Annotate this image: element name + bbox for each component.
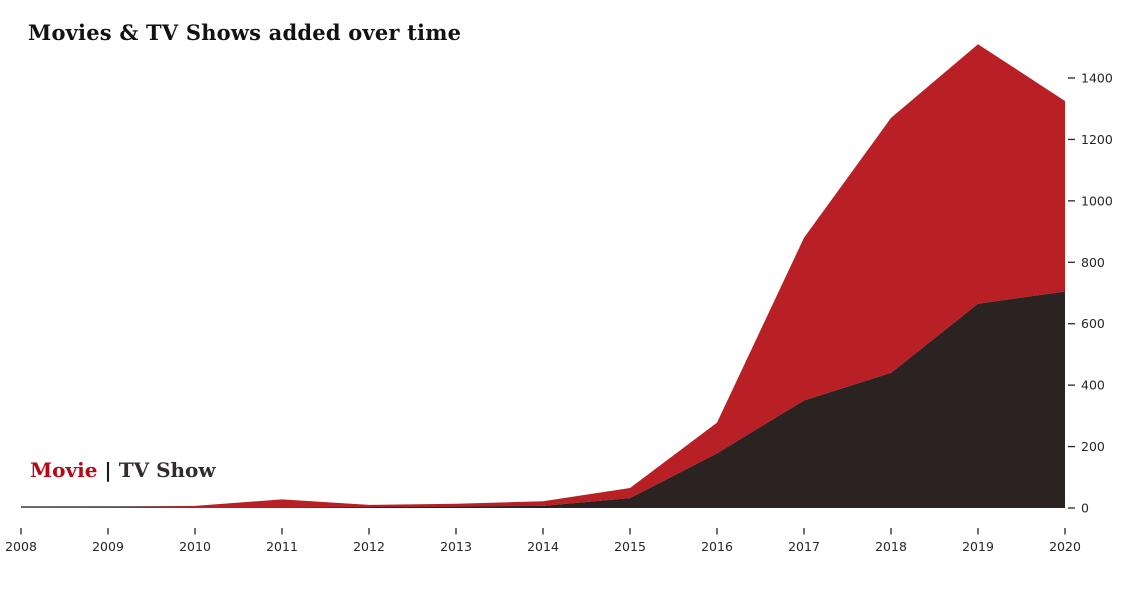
x-tick-label: 2020 xyxy=(1049,539,1081,554)
x-tick-label: 2015 xyxy=(614,539,646,554)
tvshow-area xyxy=(21,291,1065,508)
x-tick-label: 2018 xyxy=(875,539,907,554)
legend-movie-label: Movie xyxy=(30,458,98,482)
x-tick-label: 2013 xyxy=(440,539,472,554)
x-tick-label: 2016 xyxy=(701,539,733,554)
x-tick-label: 2010 xyxy=(179,539,211,554)
movie-area xyxy=(21,44,1065,508)
x-tick-label: 2009 xyxy=(92,539,124,554)
y-tick-label: 400 xyxy=(1081,378,1105,393)
x-tick-label: 2008 xyxy=(5,539,37,554)
y-tick-label: 0 xyxy=(1081,501,1089,516)
y-tick-label: 200 xyxy=(1081,439,1105,454)
y-tick-label: 800 xyxy=(1081,255,1105,270)
y-tick-label: 1200 xyxy=(1081,132,1113,147)
chart-legend: Movie | TV Show xyxy=(30,458,216,482)
legend-separator: | xyxy=(104,458,112,482)
x-tick-label: 2017 xyxy=(788,539,820,554)
x-tick-label: 2012 xyxy=(353,539,385,554)
x-tick-label: 2011 xyxy=(266,539,298,554)
legend-tvshow-label: TV Show xyxy=(118,458,216,482)
x-tick-label: 2019 xyxy=(962,539,994,554)
y-tick-label: 600 xyxy=(1081,316,1105,331)
y-tick-label: 1000 xyxy=(1081,193,1113,208)
chart-title: Movies & TV Shows added over time xyxy=(28,20,462,45)
y-tick-label: 1400 xyxy=(1081,70,1113,85)
x-tick-label: 2014 xyxy=(527,539,559,554)
